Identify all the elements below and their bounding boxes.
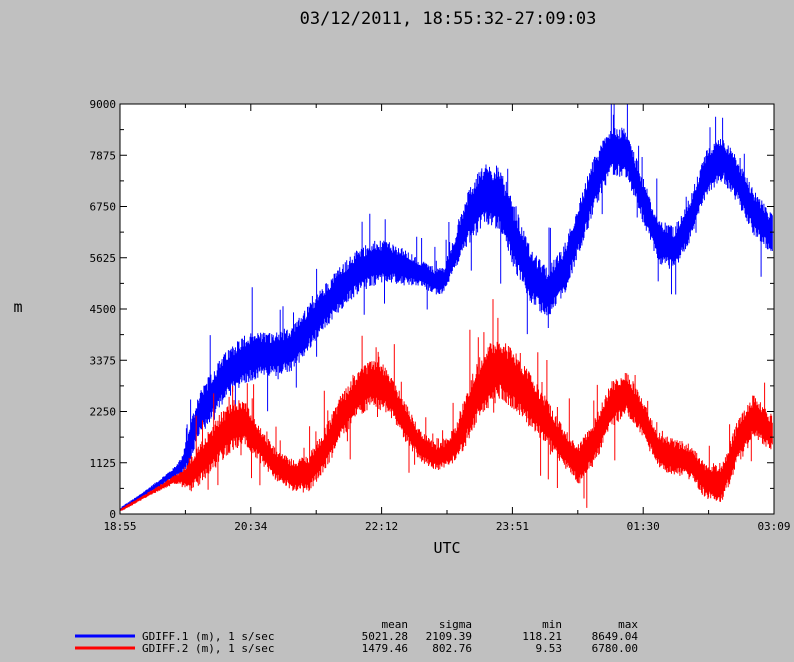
chart-title: 03/12/2011, 18:55:32-27:09:03 [300,9,597,29]
x-tick-label: 22:12 [365,520,398,533]
axis-layer: 0 1125 2250 3375 4500 5625 6750 7875 9000 18:55 20… [90,98,791,533]
stats-column-header: min [542,618,562,631]
x-tick-label: 18:55 [103,520,136,533]
y-tick-label: 3375 [90,354,117,367]
stats-value: 9.53 [536,642,563,655]
stats-value: 5021.28 [362,630,408,643]
legend-label: GDIFF.2 (m), 1 s/sec [142,642,274,655]
y-axis-label: m [13,298,22,316]
x-axis-label: UTC [433,539,460,557]
stats-value: 8649.04 [592,630,639,643]
stats-value: 2109.39 [426,630,472,643]
x-tick-label: 20:34 [234,520,267,533]
y-tick-label: 7875 [90,149,117,162]
series-2 [120,299,773,512]
x-tick-label: 23:51 [496,520,529,533]
stats-column-header: mean [382,618,409,631]
legend-label: GDIFF.1 (m), 1 s/sec [142,630,274,643]
stats-column-header: sigma [439,618,472,631]
x-tick-label: 03:09 [757,520,790,533]
series-2-line [120,367,771,512]
y-tick-label: 0 [109,508,116,521]
x-tick-label: 01:30 [627,520,660,533]
stats-column-header: max [618,618,638,631]
y-tick-label: 5625 [90,252,117,265]
y-tick-label: 6750 [90,201,117,214]
stats-table: mean sigma min max GDIFF.1 (m), 1 s/sec 5021.… [75,618,638,655]
series-layer [119,104,773,512]
y-tick-label: 2250 [90,406,117,419]
y-tick-label: 1125 [90,457,117,470]
stats-value: 802.76 [432,642,472,655]
stats-value: 1479.46 [362,642,408,655]
y-tick-label: 9000 [90,98,117,111]
stats-value: 6780.00 [592,642,638,655]
y-tick-label: 4500 [90,303,117,316]
stats-value: 118.21 [522,630,562,643]
